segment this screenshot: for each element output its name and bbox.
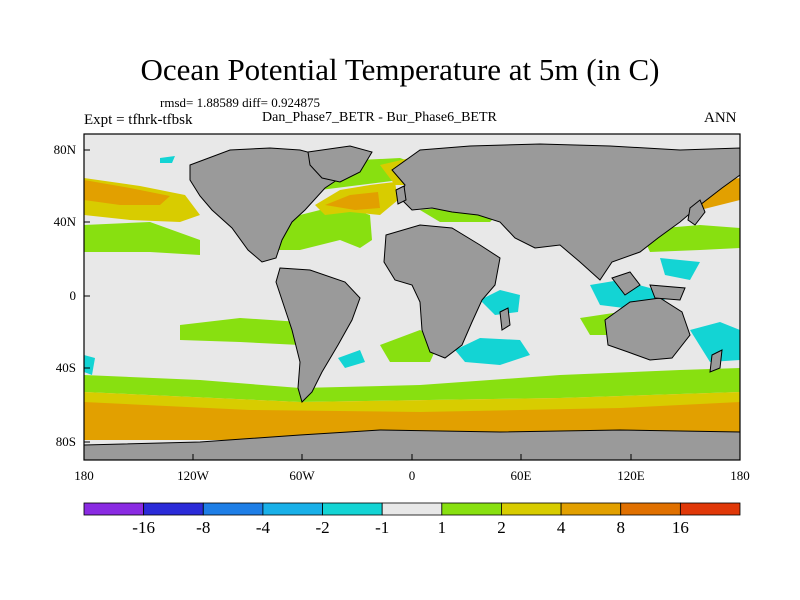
x-axis-label-120w: 120W: [177, 468, 209, 483]
y-axis-label-40s: 40S: [55, 360, 76, 375]
anomaly-patch-arabian-sea-cyan: [480, 290, 520, 315]
colorbar-label-0: -16: [132, 518, 155, 537]
colorbar-label-5: 1: [437, 518, 447, 537]
colorbar-label-4: -1: [375, 518, 390, 537]
anomaly-patch-south-africa-cyan: [455, 338, 530, 365]
x-axis-label-60w: 60W: [289, 468, 315, 483]
anomaly-patch-arctic-cyan: [160, 156, 175, 163]
x-axis-label-60e: 60E: [510, 468, 532, 483]
colorbar-swatch-9: [620, 502, 681, 516]
land-africa: [383, 224, 501, 359]
land-greenland: [307, 145, 373, 183]
anomaly-band-north-pacific-green: [84, 222, 200, 255]
colorbar-label-7: 4: [556, 518, 566, 537]
colorbar-swatch-1: [143, 502, 204, 516]
experiment-label: Expt = tfhrk-tfbsk: [84, 112, 193, 128]
colorbar-swatch-5: [381, 502, 443, 516]
land-new-guinea: [649, 284, 686, 301]
colorbar-swatch-4: [322, 502, 383, 516]
colorbar-swatch-3: [262, 502, 323, 516]
colorbar-label-1: -8: [196, 518, 211, 537]
x-axis-label-180-left: 180: [74, 468, 94, 483]
anomaly-band-gulf-stream-orange: [325, 192, 380, 210]
anomaly-patch-east-pacific-cyan: [84, 355, 95, 375]
land-australia: [604, 297, 691, 361]
x-axis-label-0: 0: [408, 468, 416, 483]
colorbar-swatch-0: [83, 502, 145, 516]
y-axis-label-80s: 80S: [55, 434, 76, 449]
anomaly-band-southern-ocean-green: [84, 368, 740, 402]
anomaly-band-north-pacific-orange: [84, 180, 170, 205]
colorbar-label-2: -4: [255, 518, 270, 537]
warm-anomaly-bands: [84, 158, 740, 445]
anomaly-patch-south-pacific-cyan: [338, 350, 365, 368]
land-borneo: [611, 271, 641, 296]
colorbar-swatch-6: [441, 502, 502, 516]
land-japan: [687, 199, 706, 226]
land-south-america: [275, 267, 361, 403]
land-masses: [83, 143, 741, 461]
anomaly-patch-northwest-pacific-cyan: [660, 258, 700, 280]
colorbar-swatch-10: [679, 502, 741, 516]
colorbar-label-3: -2: [315, 518, 330, 537]
season-label: ANN: [704, 110, 737, 126]
colorbar-label-8: 8: [616, 518, 625, 537]
land-eurasia: [391, 143, 741, 281]
land-madagascar: [499, 307, 511, 331]
land-new-zealand: [709, 349, 723, 373]
colorbar-swatch-2: [202, 502, 264, 516]
colorbar-swatch-8: [560, 502, 622, 516]
colorbar-swatch-7: [501, 502, 562, 516]
colorbar-label-6: 2: [497, 518, 506, 537]
y-axis-label-80n: 80N: [53, 142, 76, 157]
map-title: Ocean Potential Temperature at 5m (in C): [140, 52, 660, 87]
x-axis-label-180-right: 180: [730, 468, 750, 483]
colorbar-label-9: 16: [671, 518, 689, 537]
land-british-isles: [395, 185, 407, 205]
axis-ticks: [84, 149, 632, 460]
negative-anomaly-patches: [84, 156, 740, 375]
comparison-subtitle: Dan_Phase7_BETR - Bur_Phase6_BETR: [262, 110, 497, 125]
anomaly-band-south-pacific-green: [180, 318, 300, 345]
anomaly-patch-southwest-pacific-cyan: [690, 322, 740, 362]
y-axis-label-40n: 40N: [53, 214, 76, 229]
y-axis-label-0: 0: [69, 288, 77, 303]
land-north-america: [189, 147, 341, 263]
x-axis-label-120e: 120E: [617, 468, 645, 483]
rmsd-diff-stats: rmsd= 1.88589 diff= 0.924875: [160, 95, 320, 110]
